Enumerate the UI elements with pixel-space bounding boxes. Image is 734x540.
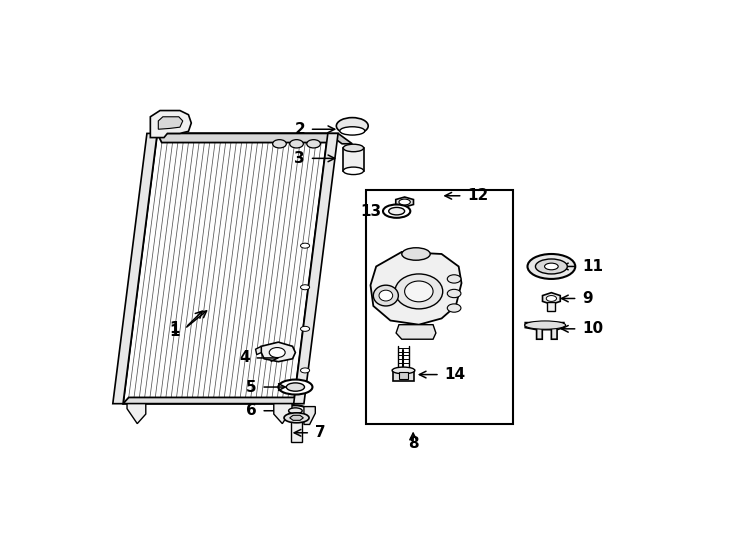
Ellipse shape: [404, 281, 433, 302]
Text: 14: 14: [445, 367, 465, 382]
Ellipse shape: [300, 243, 310, 248]
Text: 7: 7: [315, 426, 325, 440]
Ellipse shape: [300, 285, 310, 290]
Bar: [344, 148, 363, 171]
Text: 12: 12: [468, 188, 488, 203]
Text: 8: 8: [408, 436, 418, 451]
Bar: [399, 373, 408, 379]
Bar: [291, 418, 302, 442]
Polygon shape: [274, 404, 292, 424]
Ellipse shape: [374, 285, 399, 306]
Polygon shape: [542, 293, 560, 305]
Ellipse shape: [269, 348, 286, 357]
Polygon shape: [396, 325, 436, 339]
Text: 2: 2: [294, 122, 305, 137]
Polygon shape: [304, 407, 316, 424]
Ellipse shape: [401, 248, 430, 260]
Text: 1: 1: [169, 324, 180, 339]
Ellipse shape: [344, 167, 363, 174]
Ellipse shape: [392, 367, 415, 374]
Text: 1: 1: [170, 321, 180, 336]
Ellipse shape: [383, 205, 410, 218]
Ellipse shape: [395, 274, 443, 309]
Ellipse shape: [528, 254, 575, 279]
Ellipse shape: [288, 408, 302, 414]
Ellipse shape: [399, 199, 410, 205]
Ellipse shape: [290, 140, 303, 148]
Polygon shape: [396, 197, 413, 207]
Text: 11: 11: [582, 259, 603, 274]
Ellipse shape: [300, 326, 310, 332]
Polygon shape: [290, 415, 303, 420]
Polygon shape: [127, 404, 146, 424]
Ellipse shape: [283, 406, 308, 416]
Ellipse shape: [336, 118, 368, 134]
Ellipse shape: [535, 259, 567, 274]
Ellipse shape: [447, 304, 461, 312]
Polygon shape: [157, 133, 333, 143]
Text: 9: 9: [582, 291, 593, 306]
Polygon shape: [150, 111, 192, 138]
Polygon shape: [123, 397, 299, 404]
Polygon shape: [294, 133, 338, 404]
Ellipse shape: [525, 321, 566, 329]
Polygon shape: [328, 133, 352, 144]
Text: 10: 10: [582, 321, 603, 336]
Polygon shape: [261, 342, 295, 362]
Ellipse shape: [340, 127, 365, 135]
Ellipse shape: [379, 290, 393, 301]
Polygon shape: [371, 252, 462, 325]
Polygon shape: [255, 346, 261, 355]
Bar: [366, 190, 513, 424]
Ellipse shape: [546, 295, 556, 301]
Ellipse shape: [447, 289, 461, 298]
Ellipse shape: [447, 275, 461, 283]
Text: 4: 4: [239, 350, 250, 366]
Text: 13: 13: [360, 204, 382, 219]
Ellipse shape: [307, 140, 321, 148]
Ellipse shape: [286, 383, 305, 391]
Bar: [393, 370, 414, 381]
Bar: [548, 302, 556, 311]
Ellipse shape: [300, 368, 310, 373]
Text: 5: 5: [246, 380, 257, 395]
Ellipse shape: [278, 380, 313, 395]
Polygon shape: [123, 133, 328, 404]
Polygon shape: [526, 322, 564, 339]
Ellipse shape: [344, 144, 363, 152]
Ellipse shape: [284, 413, 309, 423]
Ellipse shape: [389, 207, 404, 215]
Polygon shape: [113, 133, 157, 404]
Text: 6: 6: [246, 403, 257, 418]
Ellipse shape: [272, 140, 286, 148]
Polygon shape: [159, 117, 183, 129]
Text: 3: 3: [294, 151, 305, 166]
Ellipse shape: [545, 263, 558, 270]
